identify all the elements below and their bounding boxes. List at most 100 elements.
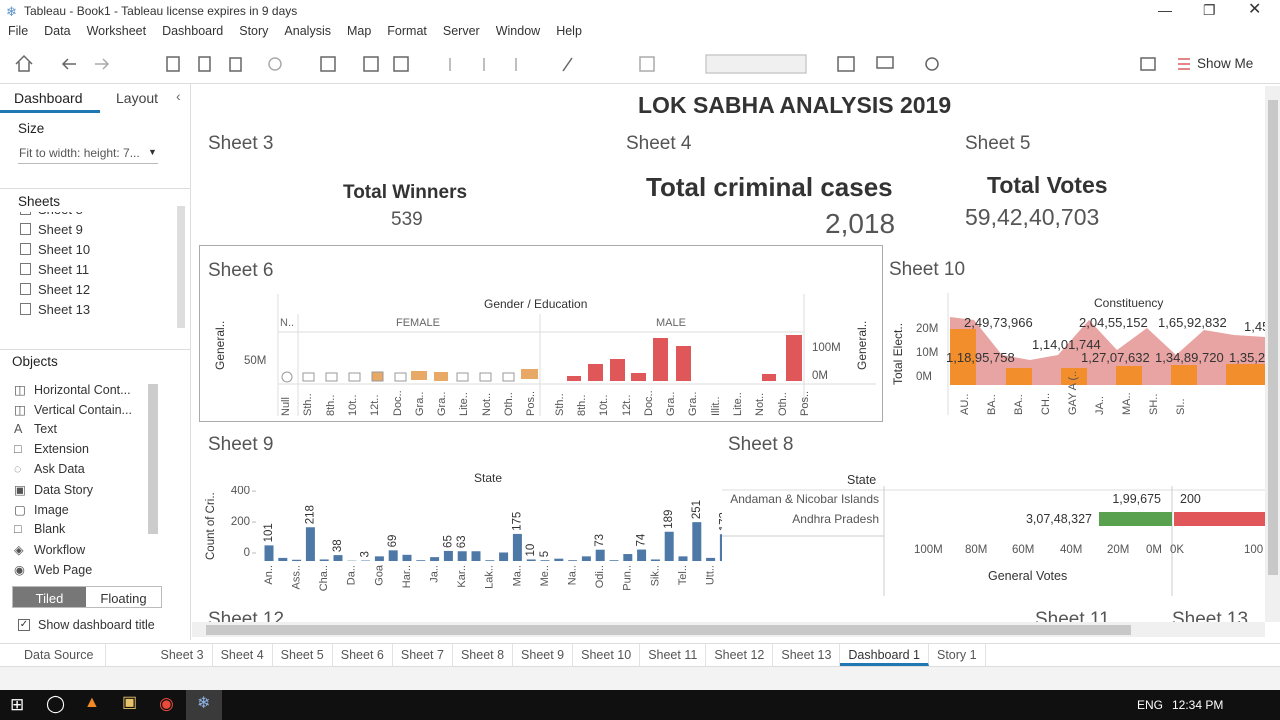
sheet-item[interactable]: Sheet 8 [20,212,83,222]
layout-tab[interactable]: Layout [116,90,159,106]
sheet-tab[interactable]: Sheet 5 [273,644,333,666]
scroll-thumb[interactable] [206,625,1131,635]
language[interactable]: ENG [1137,698,1164,712]
bar [568,560,578,561]
h-scrollbar [192,622,1265,637]
object-name: Vertical Contain... [34,403,132,417]
sheets-label: Sheets [18,194,61,209]
y-tick: 10M [916,347,939,359]
sheet-tab[interactable]: Sheet 3 [152,644,213,666]
bar [623,554,633,561]
object-item[interactable]: ▣ Data Story [14,482,93,502]
scrollbar [148,384,158,534]
row-value: 3,07,48,327 [1025,512,1092,526]
sheet-tab[interactable]: Data Source [0,644,107,666]
x-label: Lite.. [732,392,744,416]
object-item[interactable]: ▢ Image [14,502,69,522]
sheet-item[interactable]: Sheet 10 [20,242,90,262]
sheet-item[interactable]: Sheet 9 [20,222,83,242]
sheet-tab[interactable]: Sheet 13 [773,644,841,666]
sheet-tab[interactable]: Story 1 [929,644,986,666]
sheet-tab[interactable]: Sheet 4 [213,644,273,666]
object-item[interactable]: □ Blank [14,522,65,542]
value-label: 175 [511,512,523,531]
show-me[interactable]: Show Me [1197,56,1254,71]
menu-item[interactable]: File [8,24,29,38]
sheet6-frame [277,294,876,416]
object-name: Workflow [34,543,86,557]
restore[interactable]: ❐ [1203,2,1216,18]
sheet-tab[interactable]: Sheet 11 [640,644,707,666]
sheet-tab[interactable]: Sheet 10 [573,644,641,666]
checkbox[interactable]: ✓ [18,619,30,631]
menu-item[interactable]: Story [239,24,269,38]
search-button[interactable]: ◯ [46,694,66,713]
x-label: GAY A (.. [1067,370,1079,415]
sheet-tab[interactable]: Sheet 8 [453,644,514,666]
sheet-tab[interactable]: Sheet 6 [333,644,393,666]
object-item[interactable]: ◫ Horizontal Cont... [14,382,131,402]
menu-item[interactable]: Help [556,24,582,38]
data-label: 1,45,1 [1244,319,1265,334]
menu-item[interactable]: Format [387,24,427,38]
sheet-item[interactable]: Sheet 12 [20,282,90,302]
menu-item[interactable]: Map [346,24,372,38]
floating-button[interactable]: Floating [100,591,147,606]
y-tick-label: 200 [231,516,250,528]
sheet-tab[interactable]: Sheet 7 [393,644,453,666]
header: State [847,473,877,487]
title-bar: ❄ Tableau - Book1 - Tableau license expi… [0,0,1280,22]
object-item[interactable]: ◈ Workflow [14,542,85,562]
x-tick-label: Sik.. [649,565,661,586]
tableau-task[interactable]: ❄ [186,690,222,720]
kpi-value: 2,018 [825,208,896,239]
sheet-tab[interactable]: Dashboard 1 [840,644,929,666]
explorer-icon[interactable]: ▣ [122,694,138,711]
object-name: Image [34,503,69,517]
x-label: Gra.. [436,391,449,416]
menu-item[interactable]: Analysis [284,24,331,38]
object-item[interactable]: ◌ Ask Data [14,462,85,482]
menu-item[interactable]: Server [442,24,480,38]
menu-item[interactable]: Data [44,24,71,38]
sheet-tab[interactable]: Sheet 9 [513,644,574,666]
data-label: 2,49,73,966 [964,315,1033,330]
sheet-item[interactable]: Sheet 13 [20,302,90,322]
sheet-title: Sheet 11 [1035,609,1110,622]
collapse[interactable]: ‹ [176,88,181,104]
value-label: 65 [442,535,454,548]
header: Constituency [1094,296,1164,310]
object-item[interactable]: A Text [14,422,57,442]
menu-item[interactable]: Window [495,24,541,38]
scroll-thumb[interactable] [1268,100,1278,575]
x-tick: 60M [1012,544,1035,556]
minimize[interactable]: — [1158,2,1172,18]
clock[interactable]: 12:34 PM [1172,698,1224,712]
sheet-item[interactable]: Sheet 11 [20,262,89,282]
object-name: Blank [34,522,66,536]
right-axis-title: General.. [855,320,869,370]
kpi-value: 539 [391,209,423,230]
menu-item[interactable]: Worksheet [86,24,147,38]
object-item[interactable]: ◫ Vertical Contain... [14,402,132,422]
tiled-button[interactable]: Tiled [13,587,86,607]
object-icon: ▢ [14,503,26,517]
object-name: Data Story [34,483,94,497]
menu-item[interactable]: Dashboard [162,24,224,38]
dashboard-tab[interactable]: Dashboard [14,90,83,106]
sheet-name: Sheet 11 [38,262,90,277]
x-tick-label: Na.. [567,565,579,585]
object-item[interactable]: ◉ Web Page [14,562,92,578]
start-button[interactable]: ⊞ [10,695,25,714]
x-label: Null [280,397,292,416]
chrome-icon[interactable]: ◉ [159,694,174,713]
object-item[interactable]: □ Extension [14,442,89,462]
bar [305,527,315,561]
sheet-tab[interactable]: Sheet 12 [706,644,774,666]
header: Gender / Education [484,297,588,311]
x-tick-label: Goa [373,564,385,586]
vlc-icon[interactable]: ▲ [84,694,100,711]
size-dropdown[interactable]: Fit to width: height: 7... ▼ [18,144,158,164]
close[interactable]: ✕ [1248,1,1262,18]
